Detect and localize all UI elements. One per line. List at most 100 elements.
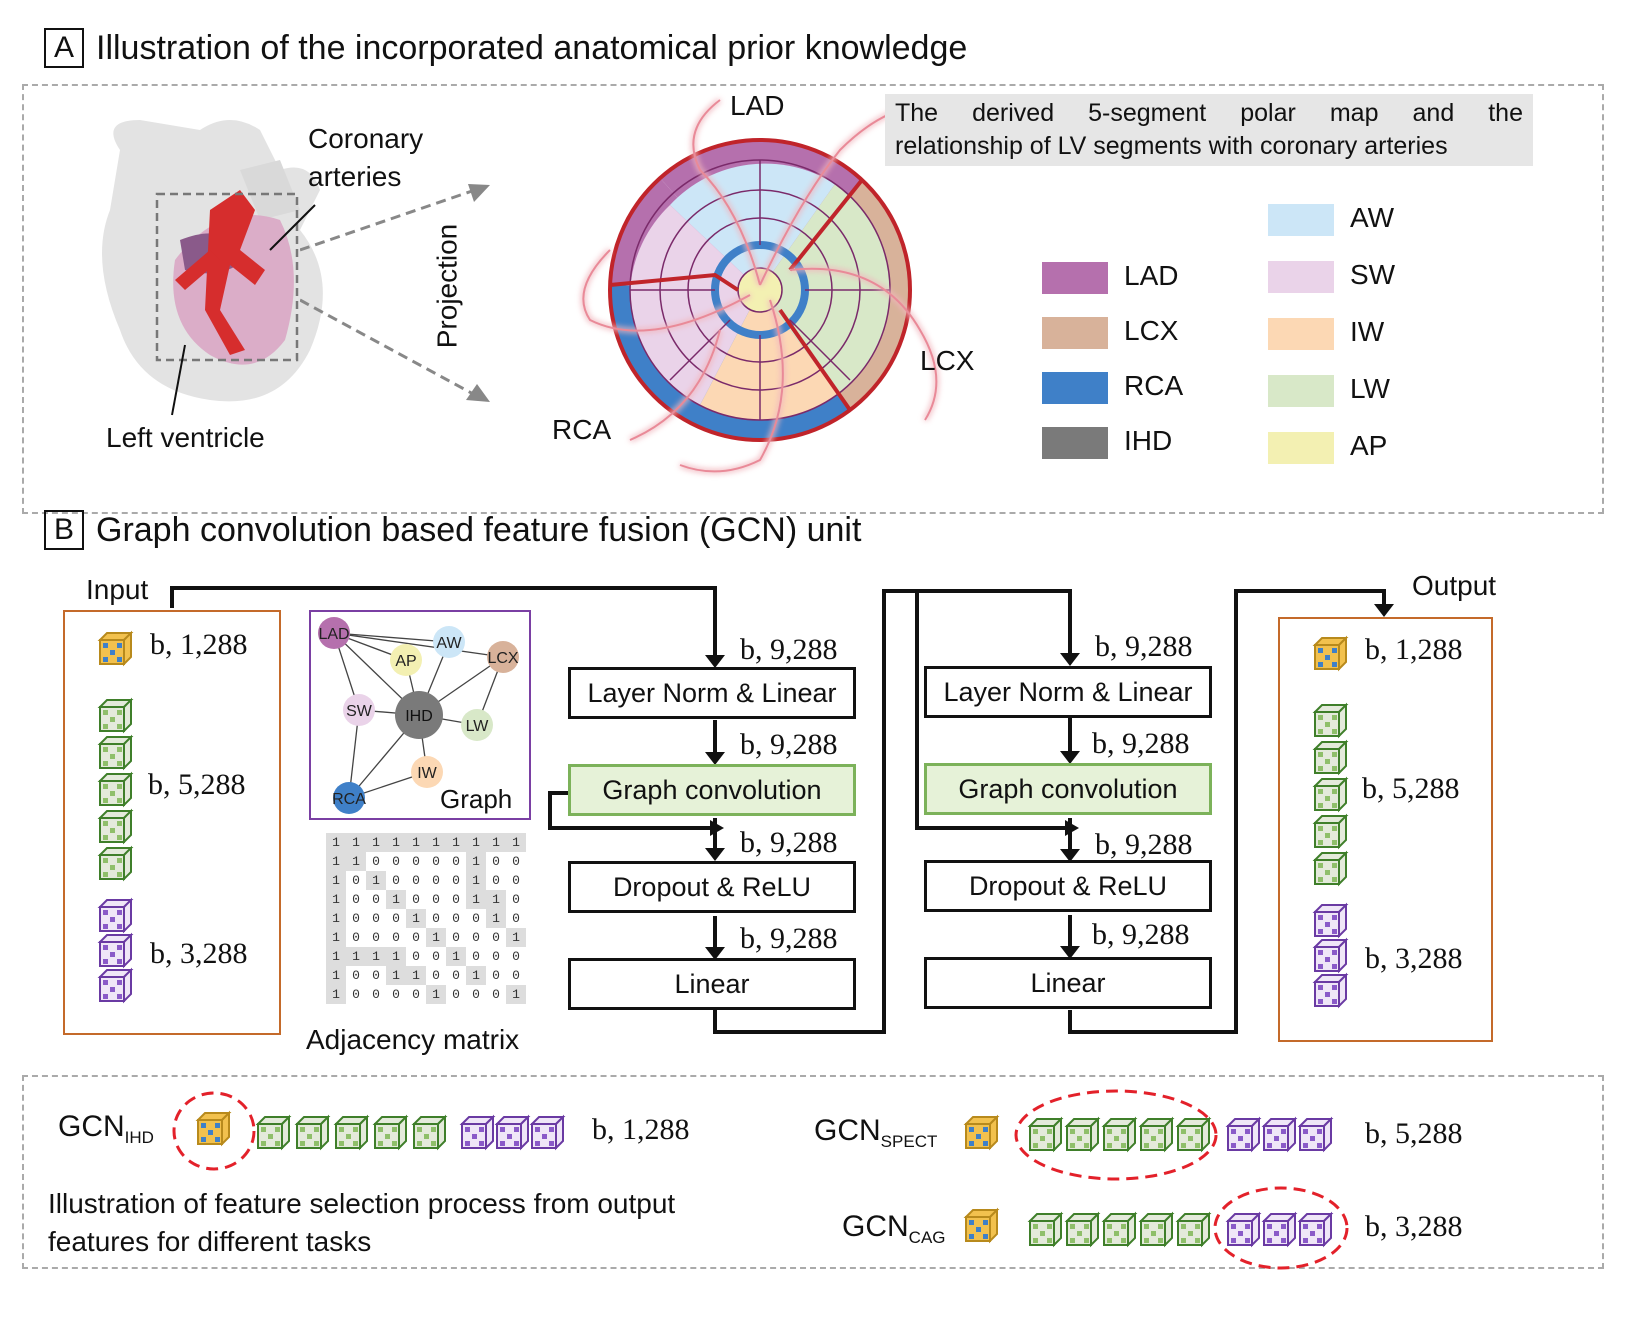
left-ventricle-label: Left ventricle (106, 422, 265, 453)
block2-dim-1: b, 9,288 (1095, 630, 1193, 663)
block1-dim-3: b, 9,288 (740, 826, 838, 859)
cube-spect (372, 1114, 409, 1151)
graph-node-lcx (487, 641, 519, 673)
matrix-cell: 0 (412, 930, 420, 945)
matrix-cell: 0 (452, 968, 460, 983)
matrix-cell: 1 (506, 985, 526, 1004)
matrix-cell: 1 (406, 833, 426, 852)
matrix-cell: 1 (486, 909, 506, 928)
polar-map-caption: The derived 5-segment polar map and the … (885, 94, 1533, 166)
graph-edge (333, 632, 450, 643)
matrix-cell: 0 (512, 949, 520, 964)
input-dim-cag: b, 3,288 (150, 937, 248, 970)
highlight-spect (1014, 1089, 1218, 1181)
polar-map-caption-line-2: relationship of LV segments with coronar… (895, 132, 1448, 160)
cube-spect (1312, 702, 1349, 739)
section-a-title: Illustration of the incorporated anatomi… (96, 28, 968, 67)
gcn-ihd-main: GCN (58, 1110, 125, 1143)
matrix-cell: 0 (452, 930, 460, 945)
matrix-cell: 0 (372, 930, 380, 945)
matrix-cell: 1 (386, 890, 406, 909)
matrix-cell: 0 (432, 892, 440, 907)
legend-segment-label-ap: AP (1350, 430, 1388, 461)
matrix-cell: 0 (412, 873, 420, 888)
input-dim-ihd: b, 1,288 (150, 628, 248, 661)
legend-segment-label-aw: AW (1350, 202, 1395, 233)
matrix-cell: 0 (392, 930, 400, 945)
cube-spect (1027, 1116, 1064, 1153)
cube-cag (529, 1114, 566, 1151)
graph-node-label-ap: AP (395, 653, 416, 670)
matrix-cell: 1 (426, 833, 446, 852)
block1-layer-norm: Layer Norm & Linear (568, 667, 856, 719)
section-b-title: Graph convolution based feature fusion (… (96, 510, 862, 549)
cube-cag (1297, 1116, 1334, 1153)
graph-node-aw (433, 626, 465, 658)
cube-cag (97, 932, 134, 969)
legend-segment-swatch-aw (1268, 204, 1334, 236)
graph-node-sw (343, 694, 375, 726)
matrix-cell: 1 (466, 890, 486, 909)
selection-frame (22, 1075, 1604, 1269)
cube-spect (1312, 850, 1349, 887)
cube-cag (1225, 1211, 1262, 1248)
matrix-cell: 0 (412, 854, 420, 869)
coronary-label-line-2: arteries (308, 161, 402, 192)
cube-cag (97, 967, 134, 1004)
legend-territory-label-rca: RCA (1124, 370, 1184, 401)
matrix-cell: 0 (492, 968, 500, 983)
matrix-cell: 0 (512, 854, 520, 869)
block2-linear: Linear (924, 957, 1212, 1009)
matrix-cell: 1 (366, 947, 386, 966)
output-dim-ihd: b, 1,288 (1365, 633, 1463, 666)
legend-segment-swatch-sw (1268, 261, 1334, 293)
matrix-cell: 1 (386, 833, 406, 852)
graph-node-ap (390, 644, 422, 676)
block1-dim-1: b, 9,288 (740, 633, 838, 666)
matrix-cell: 1 (326, 928, 346, 947)
heart-illustration (102, 120, 323, 416)
gcn-cag-label: GCNCAG (842, 1210, 946, 1248)
matrix-cell: 0 (512, 892, 520, 907)
section-a-header: A Illustration of the incorporated anato… (44, 28, 967, 68)
cube-spect (1138, 1211, 1175, 1248)
graph-node-lw (461, 709, 493, 741)
matrix-cell: 0 (432, 873, 440, 888)
projection-arrows (300, 184, 490, 402)
matrix-cell: 1 (326, 852, 346, 871)
cube-cag (1261, 1211, 1298, 1248)
legend-territory-swatch-lcx (1042, 317, 1108, 349)
cube-spect (97, 845, 134, 882)
cube-spect (97, 734, 134, 771)
artery-label-lad: LAD (730, 90, 785, 121)
matrix-cell: 1 (426, 928, 446, 947)
matrix-cell: 0 (432, 911, 440, 926)
matrix-cell: 0 (372, 911, 380, 926)
matrix-cell: 0 (352, 987, 360, 1002)
matrix-cell: 1 (466, 852, 486, 871)
input-feature-box (63, 610, 281, 1035)
section-b-letter: B (44, 510, 84, 550)
cube-cag (1312, 937, 1349, 974)
cube-spect (255, 1114, 292, 1151)
matrix-cell: 0 (352, 930, 360, 945)
graph-node-rca (333, 782, 365, 814)
cube-cag (1297, 1211, 1334, 1248)
cube-spect (411, 1114, 448, 1151)
cube-spect (1064, 1116, 1101, 1153)
output-label: Output (1412, 570, 1497, 601)
matrix-cell: 0 (352, 892, 360, 907)
matrix-cell: 0 (432, 854, 440, 869)
matrix-cell: 0 (392, 911, 400, 926)
cube-cag (1312, 902, 1349, 939)
block2-dim-4: b, 9,288 (1092, 918, 1190, 951)
matrix-cell: 1 (466, 871, 486, 890)
cube-spect (1027, 1211, 1064, 1248)
cube-spect (1312, 813, 1349, 850)
matrix-cell: 1 (326, 966, 346, 985)
cube-spect (1312, 739, 1349, 776)
input-dim-spect: b, 5,288 (148, 768, 246, 801)
matrix-cell: 1 (346, 947, 366, 966)
